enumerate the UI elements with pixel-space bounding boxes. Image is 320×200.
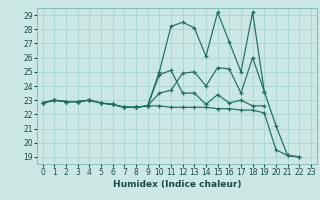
X-axis label: Humidex (Indice chaleur): Humidex (Indice chaleur) bbox=[113, 180, 241, 189]
